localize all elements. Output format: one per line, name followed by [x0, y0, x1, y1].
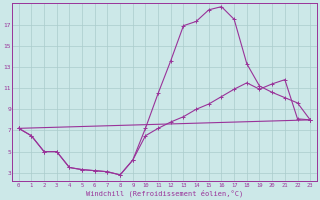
X-axis label: Windchill (Refroidissement éolien,°C): Windchill (Refroidissement éolien,°C): [86, 189, 243, 197]
